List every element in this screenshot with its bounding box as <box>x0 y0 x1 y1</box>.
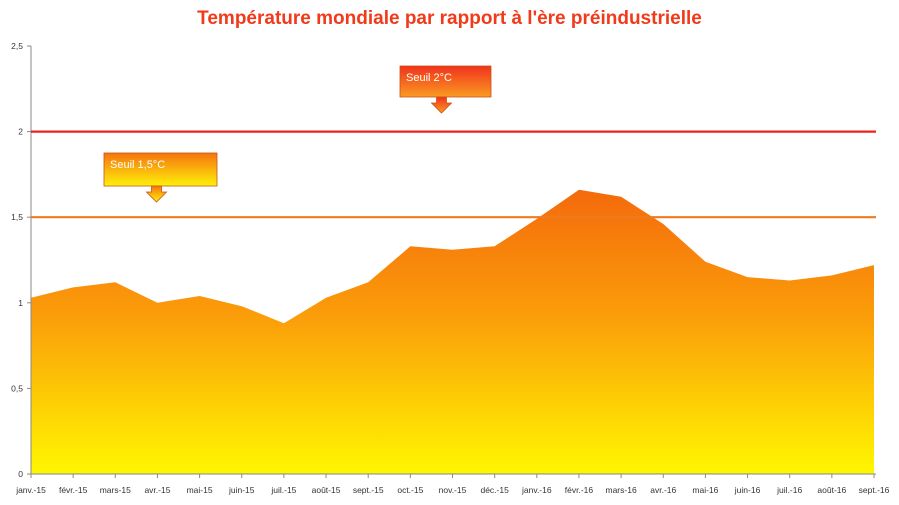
y-tick-label: 1,5 <box>11 212 23 222</box>
callout-box <box>103 152 218 187</box>
callout-seuil-2: Seuil 2°C <box>399 65 492 114</box>
x-tick-label: mai-15 <box>187 485 213 495</box>
y-tick-label: 1 <box>18 298 23 308</box>
callout-label: Seuil 2°C <box>406 72 452 84</box>
x-tick-label: juin-15 <box>228 485 255 495</box>
callout-label: Seuil 1,5°C <box>110 159 165 171</box>
x-tick-label: août-16 <box>817 485 846 495</box>
x-tick-label: oct.-15 <box>397 485 423 495</box>
x-tick-label: juil.-16 <box>776 485 802 495</box>
x-tick-label: mars-16 <box>606 485 637 495</box>
callout-box <box>399 65 492 98</box>
x-tick-label: déc.-15 <box>480 485 509 495</box>
x-tick-label: avr.-16 <box>650 485 676 495</box>
temperature-area <box>31 189 874 475</box>
x-tick-label: févr.-16 <box>565 485 594 495</box>
x-tick-label: sept.-16 <box>859 485 890 495</box>
x-tick-label: août-15 <box>312 485 341 495</box>
y-tick-label: 2 <box>18 127 23 137</box>
callout-seuil-1-5: Seuil 1,5°C <box>103 152 218 203</box>
callout-arrow <box>145 185 168 203</box>
x-tick-label: juil.-15 <box>270 485 296 495</box>
x-tick-label: sept.-15 <box>353 485 384 495</box>
x-tick-label: janv.-15 <box>15 485 46 495</box>
chart-title: Température mondiale par rapport à l'ère… <box>197 8 702 29</box>
x-tick-label: janv.-16 <box>521 485 552 495</box>
x-tick-label: juin-16 <box>734 485 761 495</box>
callout-arrow <box>430 96 453 114</box>
y-tick-label: 2,5 <box>11 41 23 51</box>
y-tick-label: 0 <box>18 469 23 479</box>
x-tick-label: févr.-15 <box>59 485 88 495</box>
y-tick-label: 0,5 <box>11 383 23 393</box>
x-tick-label: avr.-15 <box>144 485 170 495</box>
x-tick-label: mai-16 <box>692 485 718 495</box>
x-tick-label: nov.-15 <box>439 485 467 495</box>
x-tick-label: mars-15 <box>100 485 131 495</box>
